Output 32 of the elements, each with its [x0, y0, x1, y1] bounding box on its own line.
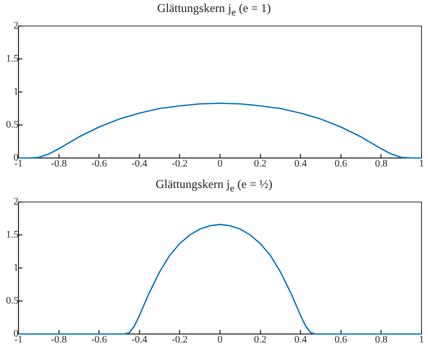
chart-title: Glättungskern j$_{e}$ (e = ½): [154, 176, 274, 194]
x-tick-label: -1: [14, 158, 23, 170]
x-tick-label: -0.4: [131, 158, 148, 170]
x-tick-label: -0.4: [131, 334, 148, 346]
x-tick-label: 0: [218, 158, 222, 170]
x-tick-label: 0.4: [294, 334, 307, 346]
x-tick-label: 0.6: [334, 334, 348, 346]
x-tick-label: 0.4: [294, 158, 307, 170]
x-tick-label: 0.8: [374, 158, 388, 170]
x-tick-label: 0.2: [254, 334, 267, 346]
x-tick-label: 0.8: [374, 334, 388, 346]
y-tick-label: 0.5: [6, 296, 18, 307]
y-tick-label: 1: [14, 86, 18, 98]
x-tick-label: 0.2: [254, 158, 267, 170]
x-tick-label: -0.6: [91, 158, 108, 170]
y-tick-label: 2: [14, 20, 18, 32]
y-tick-label: 0.5: [6, 120, 18, 131]
x-tick-label: -0.2: [172, 334, 188, 346]
x-tick-label: -0.2: [172, 158, 188, 170]
x-tick-label: 1: [419, 158, 424, 170]
x-tick-label: -1: [14, 334, 23, 346]
x-tick-label: 0: [218, 334, 222, 346]
y-tick-label: 1.5: [6, 230, 18, 241]
x-tick-label: -0.8: [50, 334, 67, 346]
y-tick-label: 1: [14, 262, 18, 274]
x-tick-label: 1: [419, 334, 424, 346]
y-tick-label: 1.5: [6, 54, 18, 65]
chart-title: Glättungskern j$_{e}$ (e = 1): [156, 0, 272, 18]
x-tick-label: 0.6: [334, 158, 348, 170]
y-tick-label: 2: [14, 196, 18, 208]
x-tick-label: -0.6: [91, 334, 108, 346]
x-tick-label: -0.8: [50, 158, 67, 170]
